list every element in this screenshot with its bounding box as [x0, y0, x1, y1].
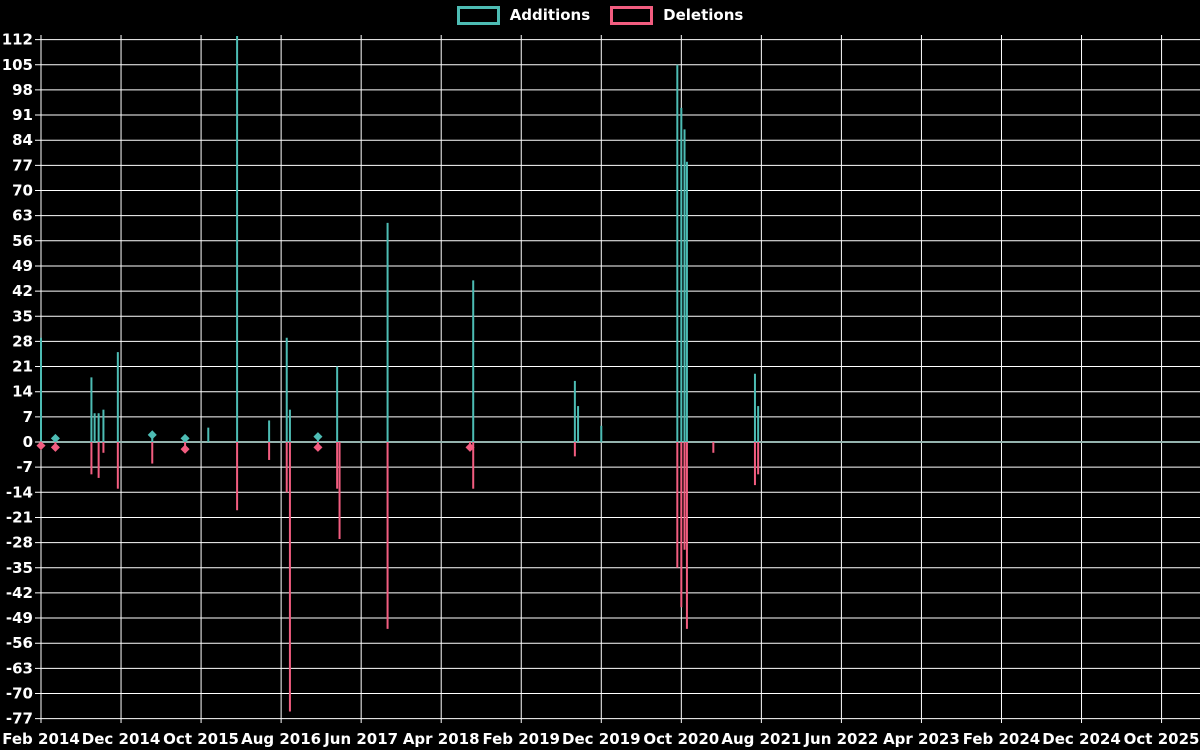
svg-text:Jun 2022: Jun 2022: [803, 730, 878, 748]
svg-text:Dec 2014: Dec 2014: [82, 730, 161, 748]
deletions-series: [36, 441, 760, 712]
svg-text:0: 0: [23, 433, 33, 451]
svg-text:84: 84: [12, 131, 33, 149]
svg-text:Jun 2017: Jun 2017: [323, 730, 398, 748]
svg-text:-42: -42: [6, 584, 33, 602]
svg-text:49: 49: [12, 257, 33, 275]
legend-item-additions[interactable]: Additions: [456, 6, 591, 25]
additions-swatch-icon: [456, 6, 500, 25]
svg-text:Feb 2014: Feb 2014: [2, 730, 80, 748]
svg-text:28: 28: [12, 332, 33, 350]
svg-text:Oct 2020: Oct 2020: [643, 730, 719, 748]
svg-text:42: 42: [12, 282, 33, 300]
y-axis-labels: 1121059891847770635649423528211470-7-14-…: [2, 31, 33, 728]
svg-text:91: 91: [12, 106, 33, 124]
additions-series: [40, 36, 760, 443]
legend-label-additions: Additions: [509, 6, 591, 24]
svg-text:-56: -56: [6, 634, 33, 652]
deletions-swatch-icon: [610, 6, 654, 25]
svg-text:77: 77: [12, 156, 33, 174]
chart-legend: Additions Deletions: [0, 6, 1200, 25]
grid-lines: [35, 35, 1200, 723]
svg-text:Dec 2024: Dec 2024: [1042, 730, 1121, 748]
svg-text:Apr 2023: Apr 2023: [883, 730, 960, 748]
svg-text:Aug 2016: Aug 2016: [241, 730, 321, 748]
svg-text:-77: -77: [6, 710, 33, 728]
svg-text:-70: -70: [6, 685, 33, 703]
svg-text:Apr 2018: Apr 2018: [403, 730, 480, 748]
svg-text:105: 105: [2, 56, 33, 74]
x-axis-labels: Feb 2014 Dec 2014 Oct 2015 Aug 2016 Jun 2017…: [2, 730, 1199, 748]
svg-text:Feb 2024: Feb 2024: [963, 730, 1041, 748]
legend-label-deletions: Deletions: [663, 6, 744, 24]
svg-text:Dec 2019: Dec 2019: [562, 730, 641, 748]
svg-text:63: 63: [12, 207, 33, 225]
svg-text:35: 35: [12, 307, 33, 325]
svg-text:Oct 2025: Oct 2025: [1124, 730, 1200, 748]
svg-text:112: 112: [2, 31, 33, 49]
svg-text:56: 56: [12, 232, 33, 250]
svg-text:-21: -21: [6, 508, 33, 526]
svg-text:-49: -49: [6, 609, 33, 627]
svg-text:-35: -35: [6, 559, 33, 577]
svg-text:-63: -63: [6, 659, 33, 677]
svg-text:7: 7: [23, 408, 33, 426]
svg-text:Aug 2021: Aug 2021: [721, 730, 801, 748]
svg-text:Feb 2019: Feb 2019: [482, 730, 560, 748]
svg-text:-28: -28: [6, 534, 33, 552]
svg-text:21: 21: [12, 358, 33, 376]
svg-text:-7: -7: [16, 458, 33, 476]
svg-text:98: 98: [12, 81, 33, 99]
legend-item-deletions[interactable]: Deletions: [610, 6, 743, 25]
svg-text:14: 14: [12, 383, 33, 401]
svg-text:-14: -14: [6, 483, 33, 501]
svg-text:70: 70: [12, 182, 33, 200]
svg-text:Oct 2015: Oct 2015: [163, 730, 239, 748]
